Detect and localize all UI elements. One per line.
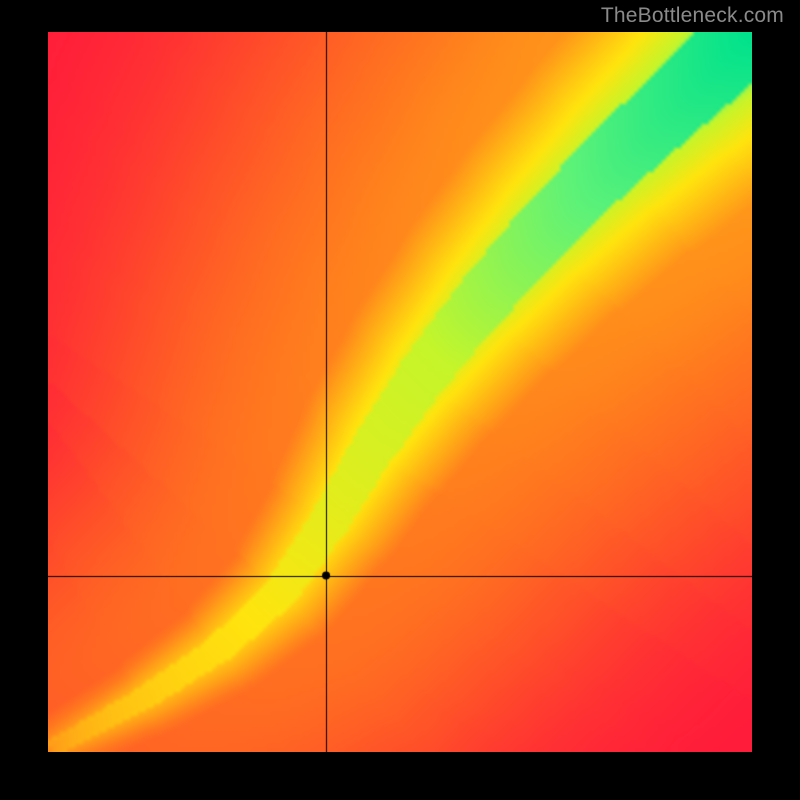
chart-container: TheBottleneck.com [0,0,800,800]
crosshair-overlay [48,32,752,752]
watermark-text: TheBottleneck.com [601,4,784,28]
